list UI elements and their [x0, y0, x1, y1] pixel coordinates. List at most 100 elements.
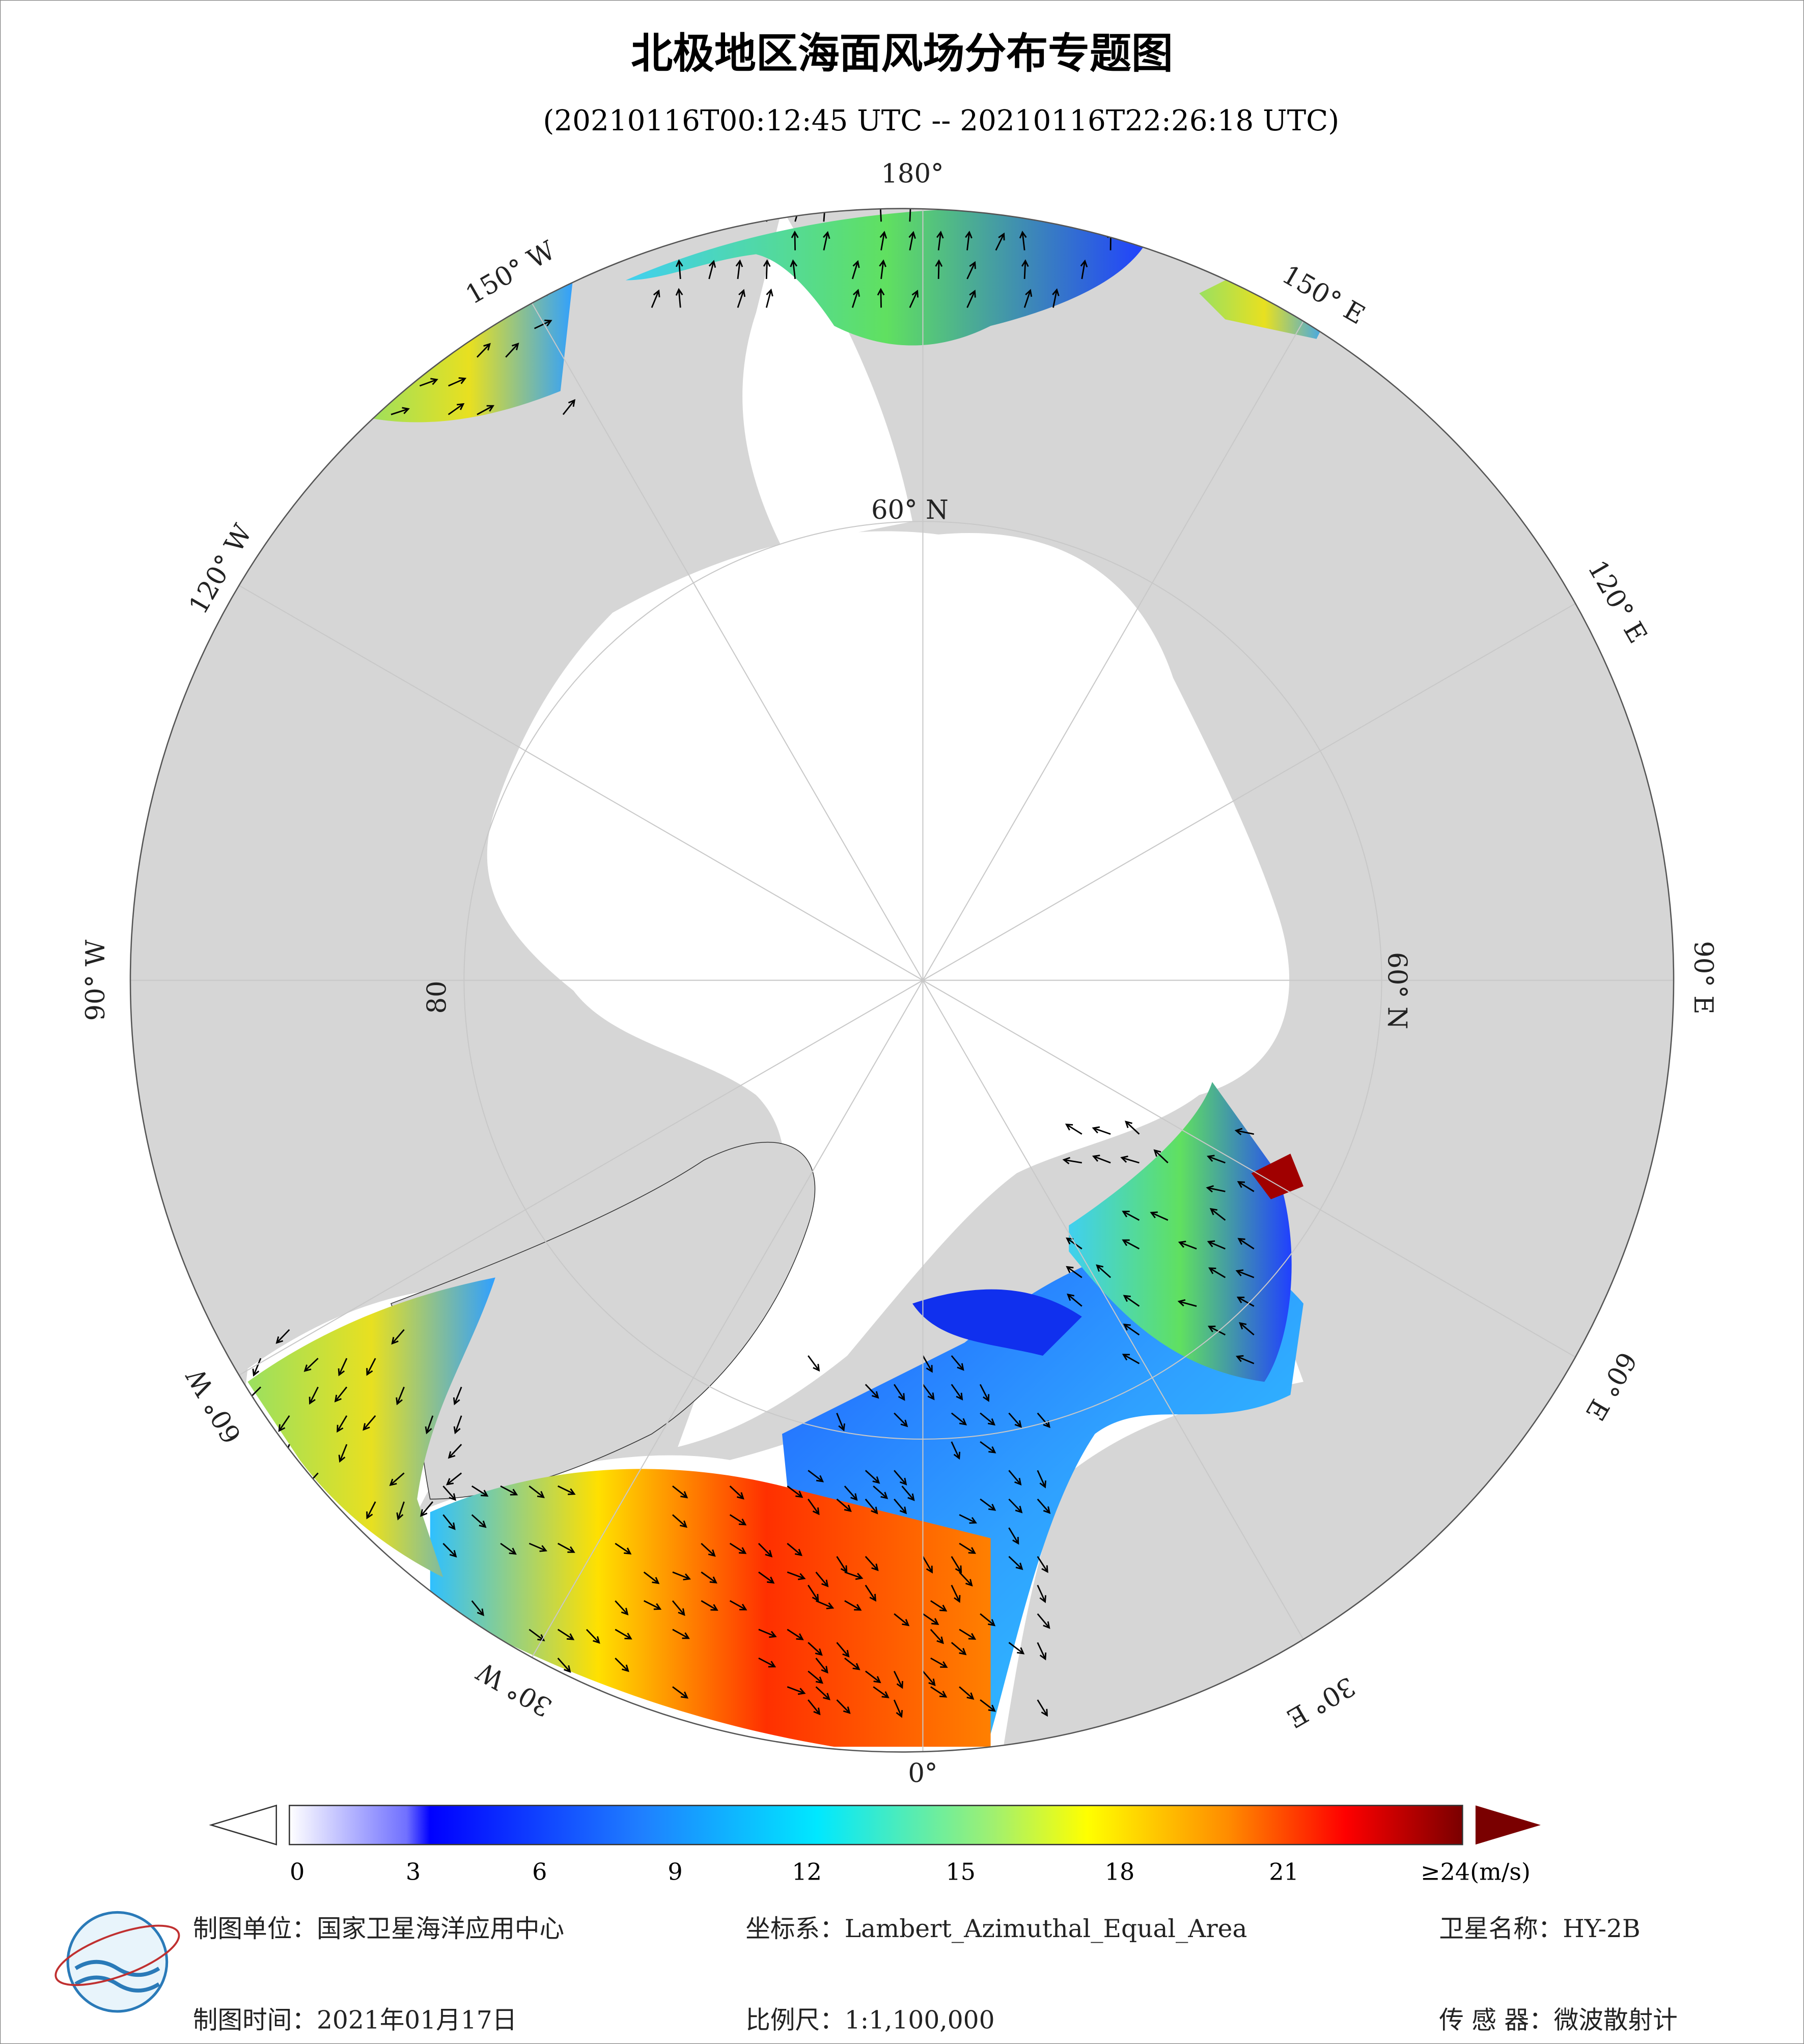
colorbar-tick-label: 3	[406, 1858, 421, 1885]
wind-arrow	[701, 1571, 717, 1584]
wind-arrow	[844, 1600, 862, 1611]
wind-arrow	[471, 1485, 489, 1497]
wind-arrow	[787, 1485, 803, 1498]
wind-arrow	[879, 231, 887, 250]
wind-arrow	[980, 1412, 996, 1426]
subtitle: (20210116T00:12:45 UTC -- 20210116T22:26…	[543, 104, 1339, 137]
wind-arrow	[951, 1441, 961, 1460]
wind-arrow	[446, 1472, 462, 1486]
wind-arrow	[758, 1543, 773, 1558]
colorbar-bar	[289, 1805, 1463, 1845]
wind-arrow	[672, 1571, 691, 1581]
wind-arrow	[787, 1629, 804, 1640]
wind-arrow	[1177, 1299, 1197, 1307]
wind-field	[912, 1289, 1082, 1356]
wind-arrow	[1037, 1556, 1048, 1573]
colorbar-tick-label: 12	[792, 1858, 822, 1885]
wind-arrow	[893, 1699, 903, 1718]
wind-arrow	[873, 1686, 890, 1698]
wind-arrow	[729, 1486, 744, 1500]
wind-arrow	[876, 208, 884, 222]
wind-arrow	[419, 378, 438, 387]
wind-arrow	[901, 1486, 915, 1501]
longitude-label: 30° W	[471, 1656, 558, 1723]
wind-arrow	[391, 321, 410, 329]
wind-arrow	[337, 1415, 348, 1433]
wind-arrow	[980, 1699, 996, 1712]
wind-arrow	[951, 1585, 961, 1603]
wind-arrow	[865, 1584, 877, 1602]
wind-arrow	[1237, 1181, 1255, 1192]
wind-arrow	[391, 407, 410, 415]
wind-arrow	[922, 1355, 933, 1373]
wind-arrow	[930, 1600, 948, 1612]
wind-arrow	[865, 1670, 881, 1684]
wind-arrow	[1037, 1642, 1047, 1661]
wind-arrow	[844, 1571, 864, 1580]
wind-arrow	[500, 1485, 518, 1496]
wind-arrow	[1122, 1354, 1140, 1364]
wind-arrow	[391, 291, 409, 301]
map-body	[130, 208, 1674, 1752]
wind-arrow	[396, 1386, 405, 1406]
wind-arrow	[1037, 1699, 1048, 1717]
wind-arrow	[1123, 1295, 1140, 1307]
wind-arrow	[808, 1584, 819, 1602]
wind-arrow	[959, 1514, 977, 1524]
wind-arrow	[965, 231, 973, 250]
wind-arrow	[1037, 1412, 1050, 1429]
wind-arrow	[737, 289, 746, 308]
meridian	[466, 208, 924, 981]
wind-arrow	[643, 1571, 660, 1584]
wind-arrow	[1178, 1241, 1197, 1250]
wind-arrow	[649, 230, 657, 250]
wind-arrow	[823, 231, 830, 250]
wind-arrow	[865, 1470, 880, 1484]
wind-arrow	[879, 259, 886, 279]
wind-arrow	[448, 1444, 462, 1459]
colorbar-under	[209, 1804, 277, 1845]
wind-arrow	[1236, 1296, 1255, 1307]
wind-arrow	[396, 1501, 405, 1521]
wind-arrow	[1209, 1208, 1226, 1221]
wind-arrow	[1122, 1211, 1140, 1221]
wind-arrow	[729, 1600, 747, 1611]
wind-arrow	[1122, 1239, 1140, 1250]
colorbar-tick-label: 18	[1105, 1858, 1135, 1885]
wind-arrow	[790, 259, 798, 279]
wind-arrow	[951, 1412, 967, 1425]
wind-arrow	[529, 1485, 545, 1498]
wind-arrow	[366, 1501, 376, 1520]
wind-arrow	[1062, 1157, 1083, 1165]
wind-arrow	[1023, 289, 1033, 308]
wind-arrow	[442, 1543, 457, 1558]
wind-field	[430, 1469, 991, 1747]
longitude-label: 60° W	[180, 1363, 247, 1449]
wind-arrow	[1008, 1527, 1019, 1545]
wind-arrow	[844, 1657, 861, 1670]
wind-arrow	[930, 1629, 944, 1644]
wind-arrow	[1008, 1470, 1022, 1486]
wind-arrow	[500, 1543, 517, 1555]
wind-arrow	[877, 288, 885, 308]
wind-arrow	[815, 1658, 828, 1674]
wind-arrow	[391, 1329, 405, 1345]
wind-arrow	[729, 1514, 747, 1526]
meridian	[132, 979, 923, 1437]
wind-arrow	[894, 1412, 908, 1427]
wind-arrow	[966, 261, 976, 279]
wind-arrow	[951, 1556, 962, 1574]
wind-arrow	[894, 1470, 907, 1486]
arctic-ocean	[487, 531, 1290, 1447]
wind-arrow	[1207, 1240, 1226, 1250]
wind-arrow	[675, 288, 683, 308]
wind-arrow	[735, 259, 743, 279]
wind-arrow	[951, 1384, 963, 1401]
longitude-label: 90° E	[1688, 941, 1718, 1014]
wind-arrow	[476, 343, 491, 358]
wind-arrow	[787, 1571, 806, 1580]
wind-arrow	[389, 1472, 405, 1487]
wind-arrow	[1080, 259, 1088, 279]
wind-field	[625, 208, 1147, 346]
